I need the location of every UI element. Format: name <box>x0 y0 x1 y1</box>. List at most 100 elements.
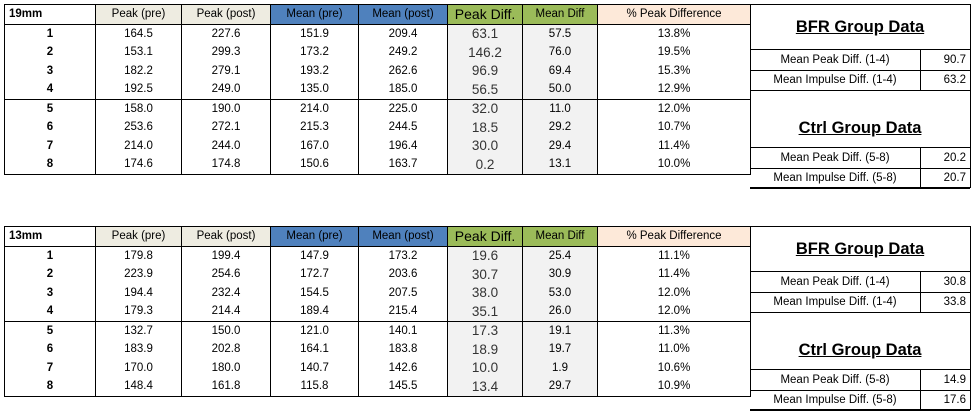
cell-mean-diff: 29.7 <box>522 377 598 397</box>
col-header-peak-diff: Peak Diff. <box>447 226 523 247</box>
cell-peak-diff: 30.7 <box>447 265 523 284</box>
table-row: 1 179.8 199.4 147.9 173.2 19.6 25.4 11.1% <box>4 246 751 265</box>
cell-trial-number: 5 <box>4 98 96 118</box>
cell-pct-peak-diff: 12.0% <box>597 283 751 302</box>
cell-peak-pre: 153.1 <box>95 43 182 62</box>
bfr-mean-peak-diff-value: 30.8 <box>943 276 966 288</box>
cell-peak-post: 279.1 <box>181 61 271 80</box>
cell-pct-peak-diff: 15.3% <box>597 61 751 80</box>
cell-trial-number: 1 <box>4 24 96 43</box>
cell-peak-pre: 170.0 <box>95 358 182 377</box>
header-row: 13mm Peak (pre) Peak (post) Mean (pre) M… <box>4 226 751 247</box>
size-label: 19mm <box>4 4 96 25</box>
cell-peak-diff: 0.2 <box>447 155 523 175</box>
col-header-mean-diff: Mean Diff <box>522 226 598 247</box>
cell-mean-post: 145.5 <box>358 377 448 397</box>
cell-pct-peak-diff: 10.9% <box>597 377 751 397</box>
cell-mean-pre: 121.0 <box>270 320 359 340</box>
group-summary-panel: BFR Group Data Mean Peak Diff. (1-4) 90.… <box>750 4 971 189</box>
col-header-peak-post: Peak (post) <box>181 226 271 247</box>
ctrl-mean-impulse-diff-value: 20.7 <box>943 172 966 184</box>
cell-peak-pre: 132.7 <box>95 320 182 340</box>
cell-trial-number: 8 <box>4 155 96 175</box>
data-table-19mm: 19mm Peak (pre) Peak (post) Mean (pre) M… <box>4 4 751 175</box>
cell-mean-diff: 29.2 <box>522 118 598 137</box>
col-header-peak-diff: Peak Diff. <box>447 4 523 25</box>
table-row: 4 179.3 214.4 189.4 215.4 35.1 26.0 12.0% <box>4 302 751 321</box>
col-header-mean-pre: Mean (pre) <box>270 4 359 25</box>
cell-peak-pre: 182.2 <box>95 61 182 80</box>
cell-mean-diff: 19.1 <box>522 320 598 340</box>
cell-peak-post: 161.8 <box>181 377 271 397</box>
cell-trial-number: 7 <box>4 136 96 155</box>
cell-peak-pre: 158.0 <box>95 98 182 118</box>
cell-peak-diff: 56.5 <box>447 80 523 99</box>
cell-trial-number: 2 <box>4 265 96 284</box>
cell-peak-post: 214.4 <box>181 302 271 321</box>
col-header-peak-pre: Peak (pre) <box>95 4 182 25</box>
cell-mean-pre: 147.9 <box>270 246 359 265</box>
cell-peak-diff: 32.0 <box>447 98 523 118</box>
cell-mean-diff: 57.5 <box>522 24 598 43</box>
col-header-peak-pre: Peak (pre) <box>95 226 182 247</box>
cell-mean-pre: 189.4 <box>270 302 359 321</box>
table-row: 7 170.0 180.0 140.7 142.6 10.0 1.9 10.6% <box>4 358 751 377</box>
ctrl-mean-peak-diff-value: 20.2 <box>943 152 966 164</box>
cell-pct-peak-diff: 10.6% <box>597 358 751 377</box>
ctrl-group-title: Ctrl Group Data <box>798 341 922 359</box>
ctrl-mean-peak-diff-label: Mean Peak Diff. (5-8) <box>750 148 921 168</box>
cell-peak-pre: 214.0 <box>95 136 182 155</box>
bfr-mean-peak-diff: Mean Peak Diff. (1-4) 90.7 <box>750 49 970 71</box>
cell-peak-pre: 179.3 <box>95 302 182 321</box>
col-header-pct-peak-diff: % Peak Difference <box>597 4 751 25</box>
cell-peak-post: 272.1 <box>181 118 271 137</box>
cell-mean-pre: 167.0 <box>270 136 359 155</box>
bfr-mean-impulse-diff-label: Mean Impulse Diff. (1-4) <box>750 70 921 90</box>
cell-pct-peak-diff: 11.4% <box>597 265 751 284</box>
cell-mean-diff: 69.4 <box>522 61 598 80</box>
cell-mean-diff: 30.9 <box>522 265 598 284</box>
cell-pct-peak-diff: 13.8% <box>597 24 751 43</box>
cell-mean-diff: 1.9 <box>522 358 598 377</box>
cell-peak-post: 180.0 <box>181 358 271 377</box>
cell-mean-pre: 172.7 <box>270 265 359 284</box>
col-header-mean-post: Mean (post) <box>358 226 448 247</box>
group-summary-panel: BFR Group Data Mean Peak Diff. (1-4) 30.… <box>750 226 971 411</box>
cell-mean-diff: 11.0 <box>522 98 598 118</box>
ctrl-mean-peak-diff-label: Mean Peak Diff. (5-8) <box>750 370 921 390</box>
col-header-peak-post: Peak (post) <box>181 4 271 25</box>
cell-trial-number: 3 <box>4 283 96 302</box>
cell-mean-post: 262.6 <box>358 61 448 80</box>
table-row: 2 153.1 299.3 173.2 249.2 146.2 76.0 19.5% <box>4 43 751 62</box>
cell-pct-peak-diff: 12.9% <box>597 80 751 99</box>
bfr-group-title: BFR Group Data <box>795 240 925 258</box>
table-row: 7 214.0 244.0 167.0 196.4 30.0 29.4 11.4% <box>4 136 751 155</box>
cell-pct-peak-diff: 11.3% <box>597 320 751 340</box>
cell-trial-number: 7 <box>4 358 96 377</box>
cell-mean-pre: 115.8 <box>270 377 359 397</box>
cell-peak-post: 174.8 <box>181 155 271 175</box>
cell-peak-post: 202.8 <box>181 340 271 359</box>
cell-mean-pre: 150.6 <box>270 155 359 175</box>
ctrl-mean-impulse-diff: Mean Impulse Diff. (5-8) 20.7 <box>750 168 970 189</box>
cell-mean-diff: 53.0 <box>522 283 598 302</box>
cell-peak-pre: 223.9 <box>95 265 182 284</box>
cell-pct-peak-diff: 12.0% <box>597 302 751 321</box>
cell-mean-diff: 13.1 <box>522 155 598 175</box>
ctrl-mean-impulse-diff-label: Mean Impulse Diff. (5-8) <box>750 390 921 410</box>
cell-mean-diff: 29.4 <box>522 136 598 155</box>
ctrl-mean-impulse-diff-label: Mean Impulse Diff. (5-8) <box>750 168 921 188</box>
cell-pct-peak-diff: 12.0% <box>597 98 751 118</box>
size-label: 13mm <box>4 226 96 247</box>
bfr-mean-peak-diff: Mean Peak Diff. (1-4) 30.8 <box>750 271 970 293</box>
cell-mean-pre: 151.9 <box>270 24 359 43</box>
cell-trial-number: 4 <box>4 80 96 99</box>
cell-pct-peak-diff: 11.1% <box>597 246 751 265</box>
table-row: 4 192.5 249.0 135.0 185.0 56.5 50.0 12.9% <box>4 80 751 99</box>
cell-mean-post: 244.5 <box>358 118 448 137</box>
cell-peak-pre: 192.5 <box>95 80 182 99</box>
cell-peak-pre: 179.8 <box>95 246 182 265</box>
bfr-mean-impulse-diff: Mean Impulse Diff. (1-4) 63.2 <box>750 70 970 91</box>
cell-mean-post: 196.4 <box>358 136 448 155</box>
cell-mean-pre: 173.2 <box>270 43 359 62</box>
